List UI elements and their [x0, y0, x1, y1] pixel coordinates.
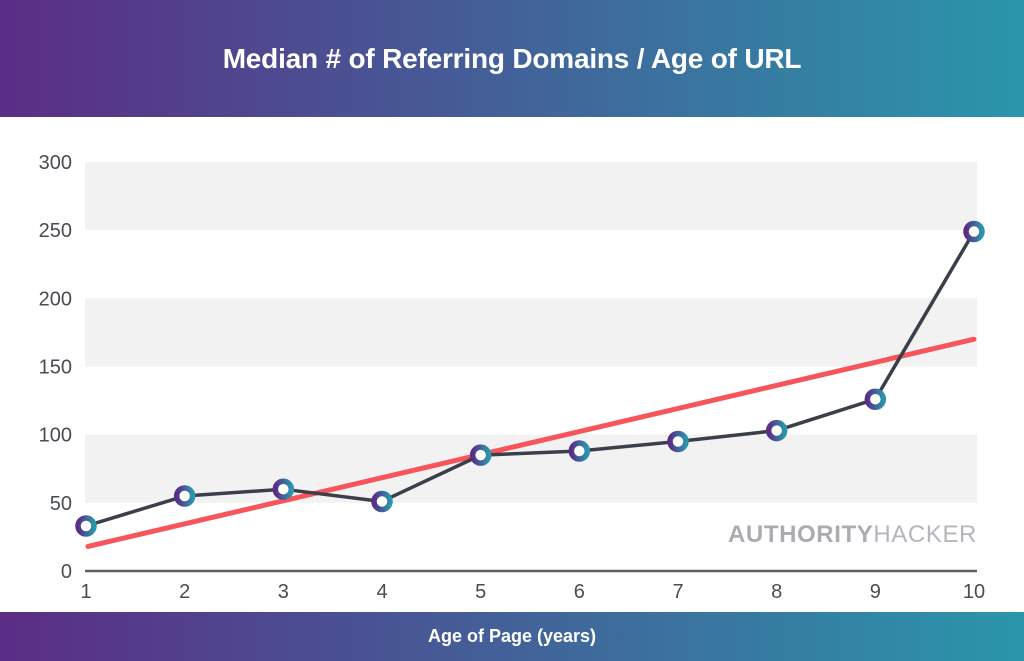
- authorityhacker-watermark: AUTHORITYHACKER: [728, 521, 977, 549]
- x-tick-label: 4: [376, 581, 387, 603]
- watermark-light-text: HACKER: [873, 521, 977, 548]
- y-tick-label: 0: [61, 561, 72, 583]
- y-tick-label: 150: [39, 357, 72, 379]
- watermark-bold-text: AUTHORITY: [727, 521, 874, 548]
- data-point-marker: [272, 478, 295, 500]
- data-line: [85, 230, 976, 528]
- data-point-marker: [568, 440, 591, 462]
- x-tick-label: 10: [963, 581, 985, 603]
- chart-area: 0 50 100 150 200 250 300 1 2 3 4 5 6 7 8 9 10 AUTHORITYH…: [0, 117, 1024, 612]
- x-tick-label: 5: [475, 581, 486, 603]
- title-banner: Median # of Referring Domains / Age of U…: [0, 0, 1024, 117]
- data-point-marker: [963, 220, 985, 243]
- y-tick-label: 200: [39, 288, 72, 310]
- x-tick-label: 9: [870, 581, 881, 603]
- y-tick-label: 50: [50, 493, 72, 515]
- data-point-marker: [667, 430, 689, 453]
- x-tick-label: 7: [672, 581, 683, 603]
- data-point-marker: [75, 515, 97, 537]
- line-chart: 0 50 100 150 200 250 300 1 2 3 4 5 6 7 8 9 10: [39, 152, 986, 603]
- x-tick-label: 1: [80, 581, 91, 603]
- grid-band: [85, 162, 977, 231]
- xaxis-title: Age of Page (years): [427, 626, 597, 646]
- grid-band: [85, 298, 977, 367]
- y-tick-label: 100: [39, 425, 72, 447]
- x-tick-label: 3: [278, 581, 289, 603]
- x-tick-label: 2: [179, 581, 190, 603]
- data-point-marker: [371, 490, 393, 513]
- chart-title: Median # of Referring Domains / Age of U…: [222, 42, 802, 74]
- y-tick-label: 250: [39, 220, 72, 242]
- xaxis-banner: Age of Page (years): [0, 612, 1024, 661]
- data-point-marker: [864, 388, 887, 410]
- data-point-marker: [469, 444, 492, 466]
- data-point-marker: [765, 419, 788, 442]
- x-tick-label: 6: [574, 581, 585, 603]
- data-point-marker: [173, 485, 196, 507]
- x-tick-label: 8: [771, 581, 782, 603]
- trend-line: [85, 336, 977, 549]
- y-tick-label: 300: [39, 152, 72, 174]
